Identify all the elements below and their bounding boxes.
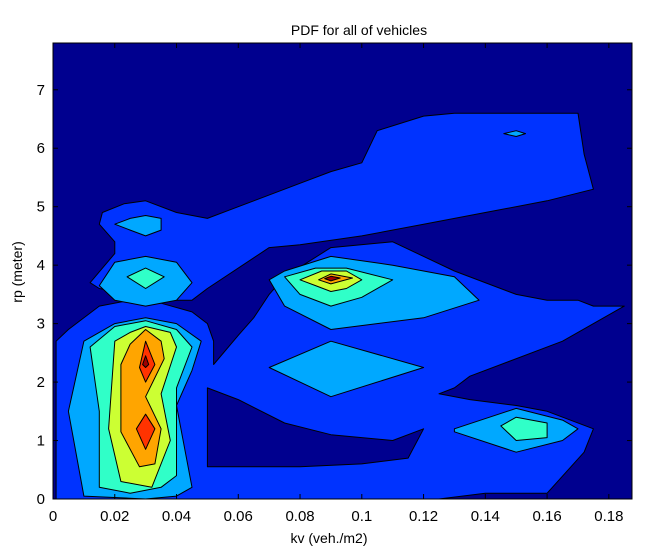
y-tick-label: 0 bbox=[37, 491, 45, 508]
x-tick-label: 0.14 bbox=[471, 508, 500, 525]
contour-region-level-7 bbox=[324, 275, 341, 282]
y-tick-label: 4 bbox=[37, 257, 45, 274]
plot-area bbox=[52, 42, 633, 500]
contour-regions bbox=[55, 112, 625, 499]
y-tick-label: 1 bbox=[37, 433, 45, 450]
x-axis: 0 0.02 0.04 0.06 0.08 0.1 0.12 0.14 0.16 0.18 bbox=[49, 43, 623, 525]
x-axis-label: kv (veh./m2) bbox=[290, 530, 367, 546]
y-tick-label: 6 bbox=[37, 140, 45, 157]
x-tick-label: 0.06 bbox=[224, 508, 253, 525]
contour-region-level-3 bbox=[126, 267, 165, 289]
y-axis: 0 1 2 3 4 5 6 7 bbox=[37, 82, 632, 508]
plot-frame bbox=[52, 42, 633, 500]
contour-region-level-2 bbox=[114, 215, 162, 237]
x-tick-label: 0.18 bbox=[594, 508, 623, 525]
x-tick-label: 0.02 bbox=[100, 508, 129, 525]
y-tick-label: 3 bbox=[37, 316, 45, 333]
x-tick-label: 0.04 bbox=[162, 508, 191, 525]
y-tick-label: 2 bbox=[37, 374, 45, 391]
y-tick-label: 5 bbox=[37, 199, 45, 216]
contour-region-level-0 bbox=[206, 387, 425, 468]
contour-region-level-2 bbox=[503, 130, 526, 137]
chart-title: PDF for all of vehicles bbox=[291, 22, 427, 38]
x-tick-label: 0 bbox=[49, 508, 57, 525]
x-tick-label: 0.1 bbox=[351, 508, 372, 525]
y-axis-label: rp (meter) bbox=[9, 241, 25, 302]
contour-region-level-3 bbox=[500, 416, 548, 441]
y-tick-label: 7 bbox=[37, 82, 45, 99]
contour-region-level-7 bbox=[142, 355, 150, 368]
x-tick-label: 0.08 bbox=[285, 508, 314, 525]
x-tick-label: 0.16 bbox=[532, 508, 561, 525]
x-tick-label: 0.12 bbox=[409, 508, 438, 525]
contour-region-level-6 bbox=[135, 413, 156, 450]
contour-region-level-2 bbox=[268, 340, 425, 398]
